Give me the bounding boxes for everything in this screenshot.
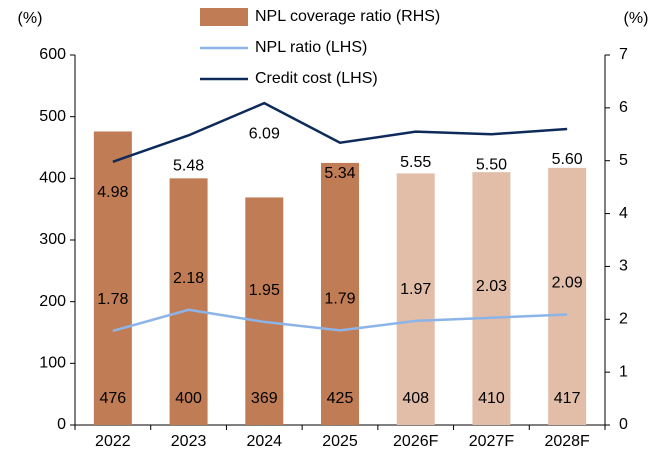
line-value-label: 5.60 [552,151,583,168]
y2-tick-label: 3 [619,258,628,275]
line-value-label: 6.09 [249,125,280,142]
y2-tick-label: 2 [619,311,628,328]
line-value-label: 1.97 [400,281,431,298]
bar [472,172,511,425]
bar-value-label: 369 [251,390,278,407]
y-tick-label: 400 [39,170,66,187]
y-tick-label: 500 [39,108,66,125]
legend-label: NPL ratio (LHS) [255,39,367,56]
y2-tick-label: 4 [619,205,628,222]
y-tick-label: 300 [39,231,66,248]
bar [245,197,284,425]
bar-value-label: 417 [554,390,581,407]
bar [93,131,132,425]
line [112,308,568,333]
line-value-label: 5.48 [173,158,204,175]
legend-label: Credit cost (LHS) [255,70,378,87]
line-value-label: 1.95 [249,282,280,299]
bar [321,162,359,425]
x-tick-label: 2024 [246,433,282,450]
y2-tick-label: 7 [619,46,628,63]
line [112,101,568,163]
bar-value-label: 425 [327,390,354,407]
line-value-label: 2.03 [476,278,507,295]
bar-value-label: 476 [100,390,127,407]
y2-tick-label: 5 [619,152,628,169]
x-tick-label: 2023 [171,433,207,450]
x-tick-label: 2028F [544,433,590,450]
legend-swatch [200,8,248,26]
x-tick-label: 2027F [469,433,515,450]
bar-value-label: 400 [175,390,202,407]
y-tick-label: 100 [39,355,66,372]
x-tick-label: 2025 [322,433,358,450]
bar-value-label: 410 [478,390,505,407]
line-value-label: 4.98 [97,184,128,201]
legend-label: NPL coverage ratio (RHS) [255,8,440,25]
y2-tick-label: 6 [619,99,628,116]
bar-value-label: 408 [402,390,429,407]
x-tick-label: 2022 [95,433,131,450]
bar [169,178,208,425]
y2-tick-label: 1 [619,363,628,380]
y-tick-label: 600 [39,46,66,63]
line-value-label: 5.55 [400,154,431,171]
y-tick-label: 0 [57,416,66,433]
y-tick-label: 200 [39,293,66,310]
line-value-label: 5.50 [476,157,507,174]
bar [548,167,587,425]
line-value-label: 2.09 [552,275,583,292]
x-tick-label: 2026F [393,433,439,450]
bar [396,173,435,425]
line-value-label: 1.78 [97,291,128,308]
y2-tick-label: 0 [619,416,628,433]
y-axis-label: (%) [18,10,43,27]
line-value-label: 2.18 [173,270,204,287]
line-value-label: 1.79 [324,291,355,308]
y2-axis-label: (%) [624,10,649,27]
line-value-label: 5.34 [324,165,355,182]
